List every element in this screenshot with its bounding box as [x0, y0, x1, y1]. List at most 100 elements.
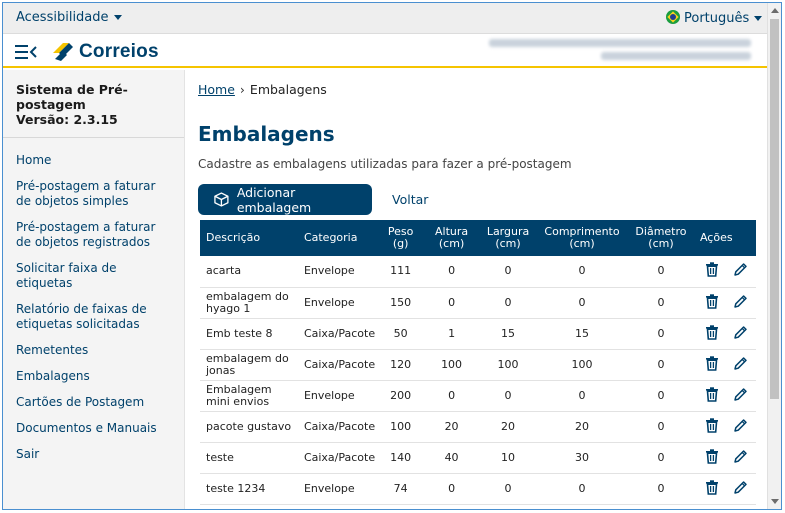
sidebar-nav: Home Pré-postagem a faturar de objetos s… — [3, 138, 184, 462]
sidebar-item-home[interactable]: Home — [16, 153, 52, 167]
cell-descricao: acarta — [200, 256, 298, 288]
cell-descricao: teste — [200, 442, 298, 474]
pencil-icon[interactable] — [733, 387, 748, 405]
pencil-icon[interactable] — [733, 294, 748, 312]
cell-altura: 40 — [423, 442, 481, 474]
sidebar-item-embalagens[interactable]: Embalagens — [16, 369, 90, 383]
cell-acoes — [693, 287, 756, 319]
system-info: Sistema de Pré-postagem Versão: 2.3.15 — [3, 70, 184, 138]
col-categoria[interactable]: Categoria — [297, 220, 379, 256]
table-body: acarta Envelope 111 0 0 0 0 embalagem do hyago … — [200, 256, 756, 505]
sidebar-item-solicitar-faixa[interactable]: Solicitar faixa de etiquetas — [16, 261, 117, 290]
cell-diametro: 0 — [627, 287, 694, 319]
cell-largura: 0 — [480, 256, 537, 288]
trash-icon[interactable] — [705, 293, 719, 312]
cell-acoes — [693, 411, 756, 443]
scroll-thumb[interactable] — [770, 19, 779, 399]
cell-comprimento: 0 — [536, 473, 628, 505]
system-title: Sistema de Pré-postagem — [16, 82, 128, 112]
cell-categoria: Envelope — [297, 473, 379, 505]
col-peso[interactable]: Peso (g) — [378, 220, 424, 256]
pencil-icon[interactable] — [733, 449, 748, 467]
trash-icon[interactable] — [705, 355, 719, 374]
pencil-icon[interactable] — [733, 262, 748, 280]
sidebar-item-simples[interactable]: Pré-postagem a faturar de objetos simple… — [16, 179, 156, 208]
cell-altura: 0 — [423, 380, 481, 412]
cell-acoes — [693, 380, 756, 412]
menu-collapse-icon[interactable] — [15, 44, 37, 60]
sidebar: Sistema de Pré-postagem Versão: 2.3.15 H… — [3, 70, 185, 509]
breadcrumb: Home › Embalagens — [198, 82, 327, 97]
breadcrumb-home[interactable]: Home — [198, 82, 235, 97]
table-header-row: Descrição Categoria Peso (g) Altura (cm)… — [200, 220, 756, 256]
col-diametro[interactable]: Diâmetro (cm) — [627, 220, 694, 256]
cell-acoes — [693, 349, 756, 381]
back-link[interactable]: Voltar — [392, 192, 429, 207]
add-package-button[interactable]: Adicionar embalagem — [198, 184, 372, 215]
scroll-up-arrow-icon[interactable] — [771, 8, 779, 13]
cell-peso: 120 — [378, 349, 424, 381]
pencil-icon[interactable] — [733, 325, 748, 343]
language-label: Português — [684, 11, 750, 26]
col-acoes: Ações — [693, 220, 756, 256]
accessibility-menu[interactable]: Acessibilidade — [16, 10, 122, 25]
cell-diametro: 0 — [627, 442, 694, 474]
sidebar-item-relatorio[interactable]: Relatório de faixas de etiquetas solicit… — [16, 302, 147, 331]
cell-comprimento: 0 — [536, 380, 628, 412]
add-package-label: Adicionar embalagem — [236, 184, 312, 215]
cell-largura: 0 — [480, 473, 537, 505]
col-altura[interactable]: Altura (cm) — [423, 220, 481, 256]
cell-acoes — [693, 473, 756, 505]
correios-logo[interactable]: Correios — [51, 40, 159, 64]
breadcrumb-separator: › — [239, 82, 245, 97]
col-descricao[interactable]: Descrição — [200, 220, 298, 256]
cell-descricao: embalagem do hyago 1 — [200, 287, 298, 319]
cell-categoria: Caixa/Pacote — [297, 411, 379, 443]
cell-acoes — [693, 318, 756, 350]
table-row: teste 1234 Envelope 74 0 0 0 0 — [200, 473, 756, 505]
accessibility-label: Acessibilidade — [16, 10, 109, 25]
pencil-icon[interactable] — [733, 480, 748, 498]
cell-diametro: 0 — [627, 473, 694, 505]
main-content: Home › Embalagens Embalagens Cadastre as e… — [198, 70, 758, 509]
table-row: acarta Envelope 111 0 0 0 0 — [200, 256, 756, 288]
pencil-icon[interactable] — [733, 356, 748, 374]
sidebar-item-sair[interactable]: Sair — [16, 447, 40, 461]
cell-peso: 150 — [378, 287, 424, 319]
pencil-icon[interactable] — [733, 418, 748, 436]
cell-peso: 111 — [378, 256, 424, 288]
breadcrumb-current: Embalagens — [249, 82, 327, 97]
cell-altura: 100 — [423, 349, 481, 381]
cell-altura: 0 — [423, 256, 481, 288]
chevron-down-icon — [113, 15, 122, 20]
sidebar-item-documentos[interactable]: Documentos e Manuais — [16, 421, 157, 435]
trash-icon[interactable] — [705, 324, 719, 343]
table-row: Embalagem mini envios Envelope 200 0 0 0 0 — [200, 380, 756, 412]
vertical-scrollbar[interactable] — [767, 3, 781, 509]
table-row: pacote gustavo Caixa/Pacote 100 20 20 20 0 — [200, 411, 756, 443]
trash-icon[interactable] — [705, 479, 719, 498]
trash-icon[interactable] — [705, 262, 719, 280]
trash-icon[interactable] — [705, 386, 719, 405]
col-comprimento[interactable]: Comprimento (cm) — [536, 220, 628, 256]
cell-largura: 15 — [480, 318, 537, 350]
scroll-down-arrow-icon[interactable] — [771, 499, 779, 504]
sidebar-item-cartoes[interactable]: Cartões de Postagem — [16, 395, 145, 409]
cell-comprimento: 30 — [536, 442, 628, 474]
cell-descricao: pacote gustavo — [200, 411, 298, 443]
language-selector[interactable]: Português — [666, 10, 763, 26]
trash-icon[interactable] — [705, 448, 719, 467]
cell-peso: 200 — [378, 380, 424, 412]
packages-table: Descrição Categoria Peso (g) Altura (cm)… — [200, 220, 756, 505]
cell-categoria: Caixa/Pacote — [297, 318, 379, 350]
table-row: embalagem do hyago 1 Envelope 150 0 0 0 0 — [200, 287, 756, 319]
cell-diametro: 0 — [627, 411, 694, 443]
trash-icon[interactable] — [705, 417, 719, 436]
cell-largura: 0 — [480, 380, 537, 412]
col-largura[interactable]: Largura (cm) — [480, 220, 537, 256]
correios-logo-icon — [53, 43, 73, 61]
cell-altura: 0 — [423, 473, 481, 505]
sidebar-item-registrados[interactable]: Pré-postagem a faturar de objetos regist… — [16, 220, 156, 249]
sidebar-item-remetentes[interactable]: Remetentes — [16, 343, 89, 357]
cell-comprimento: 100 — [536, 349, 628, 381]
